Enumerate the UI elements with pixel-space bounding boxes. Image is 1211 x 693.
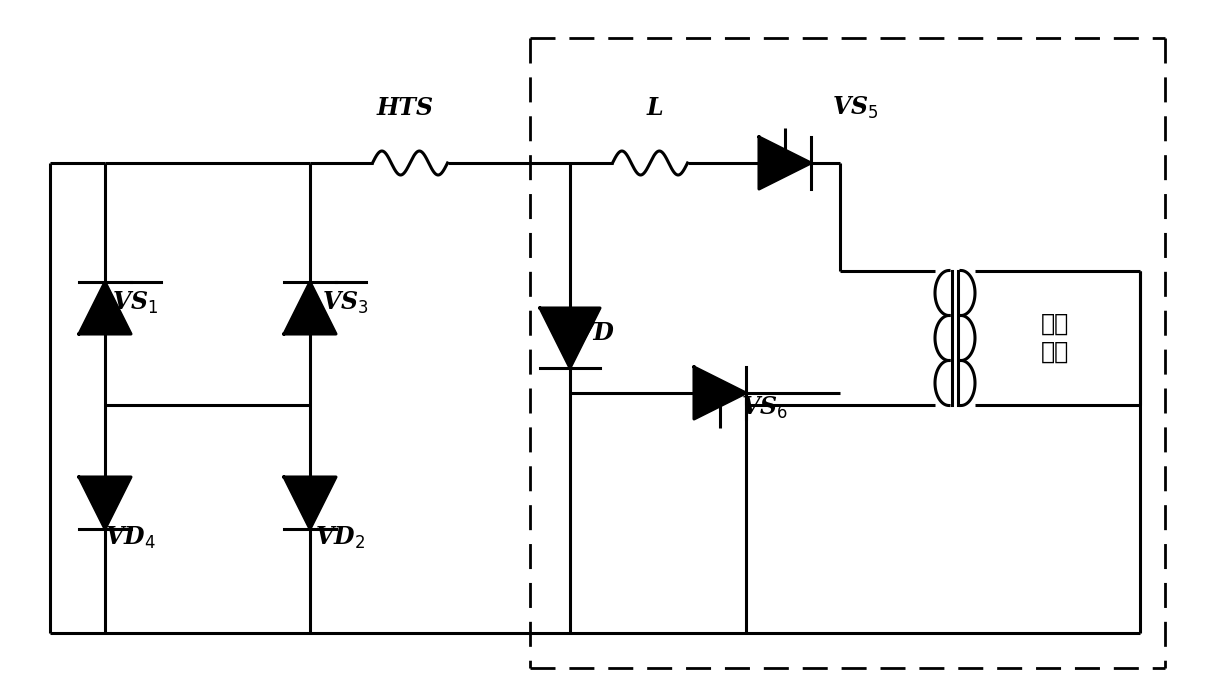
Polygon shape: [540, 308, 599, 368]
Text: VS$_5$: VS$_5$: [832, 95, 878, 121]
Text: 辅助
电源: 辅助 电源: [1041, 312, 1069, 364]
Text: VS$_3$: VS$_3$: [322, 290, 368, 316]
Text: VD$_2$: VD$_2$: [315, 525, 365, 551]
Polygon shape: [79, 477, 131, 529]
Text: HTS: HTS: [377, 96, 434, 120]
Text: VD: VD: [575, 321, 614, 345]
Polygon shape: [285, 477, 335, 529]
Polygon shape: [285, 282, 335, 334]
Text: VS$_6$: VS$_6$: [741, 395, 788, 421]
Text: VS$_1$: VS$_1$: [111, 290, 159, 316]
Polygon shape: [694, 367, 746, 419]
Polygon shape: [759, 137, 811, 189]
Text: L: L: [647, 96, 664, 120]
Text: VD$_4$: VD$_4$: [104, 525, 155, 551]
Polygon shape: [79, 282, 131, 334]
